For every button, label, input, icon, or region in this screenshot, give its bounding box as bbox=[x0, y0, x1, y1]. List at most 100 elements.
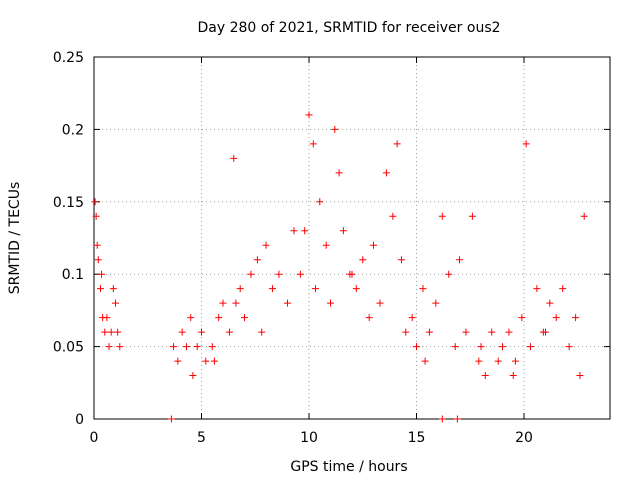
y-axis-label: SRMTID / TECUs bbox=[7, 182, 23, 295]
data-point bbox=[468, 212, 476, 220]
data-point bbox=[453, 415, 461, 423]
data-point bbox=[397, 256, 405, 264]
data-point bbox=[187, 314, 195, 322]
data-point bbox=[475, 357, 483, 365]
data-point bbox=[284, 299, 291, 307]
data-point bbox=[178, 328, 186, 336]
data-point bbox=[202, 357, 210, 365]
data-point bbox=[290, 227, 298, 235]
data-point bbox=[103, 314, 111, 322]
data-point bbox=[576, 372, 584, 380]
data-point bbox=[509, 372, 517, 380]
data-point bbox=[232, 299, 240, 307]
data-point bbox=[365, 314, 373, 322]
data-point bbox=[112, 299, 119, 307]
x-tick-label: 15 bbox=[408, 430, 426, 446]
data-point bbox=[438, 415, 446, 423]
data-point bbox=[275, 270, 283, 278]
data-point bbox=[432, 299, 440, 307]
data-point bbox=[268, 285, 276, 293]
data-point bbox=[230, 154, 238, 162]
data-point bbox=[305, 111, 313, 119]
data-point bbox=[96, 285, 104, 293]
data-point bbox=[174, 357, 182, 365]
x-tick-label: 5 bbox=[197, 430, 206, 446]
data-point bbox=[167, 415, 175, 423]
data-point bbox=[93, 241, 101, 249]
data-point bbox=[335, 169, 343, 177]
y-tick-label: 0.05 bbox=[53, 340, 84, 356]
data-point bbox=[518, 314, 526, 322]
y-tick-label: 0.15 bbox=[53, 195, 84, 211]
data-point bbox=[542, 328, 549, 336]
plot-frame bbox=[93, 56, 611, 420]
y-tick-label: 0.2 bbox=[62, 122, 84, 138]
data-point bbox=[105, 343, 113, 351]
data-point bbox=[210, 357, 218, 365]
data-point bbox=[311, 285, 319, 293]
data-point bbox=[114, 328, 122, 336]
data-point bbox=[382, 169, 390, 177]
data-point bbox=[456, 256, 463, 264]
data-point bbox=[421, 357, 429, 365]
data-point bbox=[241, 314, 248, 322]
data-point bbox=[309, 140, 317, 148]
data-point bbox=[339, 227, 347, 235]
data-point bbox=[477, 343, 485, 351]
data-point bbox=[419, 285, 427, 293]
data-point bbox=[225, 328, 233, 336]
data-point bbox=[408, 314, 416, 322]
y-tick-label: 0.1 bbox=[62, 267, 84, 283]
chart-title: Day 280 of 2021, SRMTID for receiver ous… bbox=[197, 20, 500, 36]
y-tick-label: 0.25 bbox=[53, 50, 84, 66]
data-points bbox=[91, 111, 588, 423]
x-tick-label: 10 bbox=[300, 430, 318, 446]
data-point bbox=[109, 285, 117, 293]
data-point bbox=[198, 328, 205, 336]
data-point bbox=[215, 314, 223, 322]
data-point bbox=[522, 140, 530, 148]
data-point bbox=[359, 256, 367, 264]
data-point bbox=[301, 227, 309, 235]
data-point bbox=[425, 328, 433, 336]
data-point bbox=[262, 241, 270, 249]
axis-ticks: 0 0.05 0.1 0.15 0.2 0.25 0 5 10 15 20 bbox=[53, 50, 610, 446]
data-point bbox=[189, 372, 197, 380]
data-point bbox=[559, 285, 567, 293]
data-point bbox=[393, 140, 401, 148]
data-point bbox=[247, 270, 255, 278]
data-point bbox=[565, 343, 573, 351]
data-point bbox=[92, 212, 100, 220]
data-point bbox=[258, 328, 266, 336]
data-point bbox=[316, 198, 324, 206]
data-point bbox=[208, 343, 216, 351]
data-point bbox=[352, 285, 360, 293]
x-tick-label: 0 bbox=[90, 430, 99, 446]
data-point bbox=[370, 241, 377, 249]
data-point bbox=[505, 328, 513, 336]
x-tick-label: 20 bbox=[515, 430, 533, 446]
data-point bbox=[445, 270, 453, 278]
data-point bbox=[402, 328, 410, 336]
data-point bbox=[552, 314, 560, 322]
data-point bbox=[170, 343, 178, 351]
data-point bbox=[331, 125, 339, 133]
data-point bbox=[481, 372, 489, 380]
data-point bbox=[101, 328, 109, 336]
data-point bbox=[182, 343, 190, 351]
data-point bbox=[296, 270, 304, 278]
data-point bbox=[511, 357, 519, 365]
grid bbox=[94, 57, 610, 419]
data-point bbox=[413, 343, 420, 351]
data-point bbox=[327, 299, 334, 307]
data-point bbox=[91, 198, 99, 206]
data-point bbox=[438, 212, 446, 220]
x-axis-label: GPS time / hours bbox=[290, 459, 407, 475]
data-point bbox=[253, 256, 261, 264]
data-point bbox=[526, 343, 534, 351]
data-point bbox=[219, 299, 227, 307]
data-point bbox=[322, 241, 330, 249]
data-point bbox=[236, 285, 244, 293]
data-point bbox=[533, 285, 541, 293]
